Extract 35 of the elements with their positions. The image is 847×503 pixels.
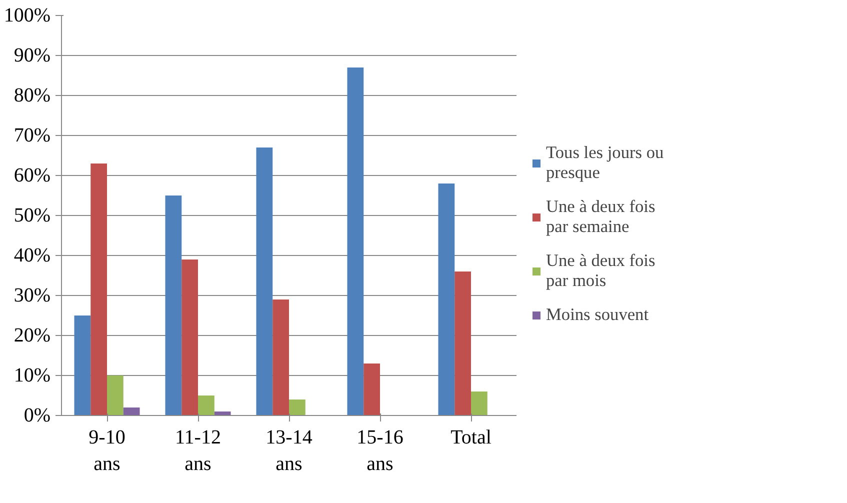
bar [74,316,91,416]
bar [438,184,455,416]
y-tick-label: 100% [4,4,51,26]
y-tick-label: 20% [14,324,51,346]
y-tick-label: 50% [14,204,51,226]
x-tick-label: Total [450,426,492,448]
bar [454,272,471,416]
y-tick-label: 40% [14,244,51,266]
x-tick-label: 15-16 ans [356,426,404,475]
legend-label: Une à deux fois par semaine [546,197,656,237]
bar [471,392,488,416]
bar [182,260,198,416]
x-tick-label: 13-14 ans [266,426,312,475]
y-tick-label: 90% [14,44,51,66]
bar [364,364,380,416]
y-tick-label: 70% [14,124,51,146]
bar [107,376,124,416]
bar [289,400,306,416]
x-tick-label: 11-12 ans [175,426,221,475]
y-tick-label: 30% [14,284,51,306]
bar [256,148,273,416]
bar [198,396,214,416]
y-tick-label: 0% [24,404,51,426]
bar [90,164,107,416]
bar [123,408,140,416]
x-tick-label: 9-10 ans [88,426,126,475]
legend-label: Moins souvent [546,305,649,325]
bar [347,68,364,416]
y-tick-label: 10% [14,364,51,386]
bar [272,300,289,416]
legend-label: Une à deux fois par mois [546,251,656,291]
legend-label: Tous les jours ou presque [546,143,664,183]
y-tick-label: 60% [14,164,51,186]
y-tick-label: 80% [14,84,51,106]
bar [165,196,182,416]
